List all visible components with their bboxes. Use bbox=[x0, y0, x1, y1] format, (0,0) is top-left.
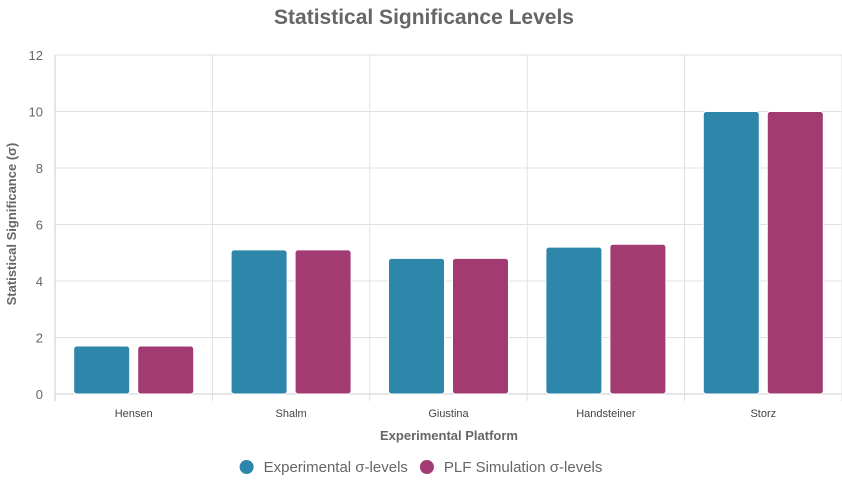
chart-title: Statistical Significance Levels bbox=[274, 6, 574, 29]
grid bbox=[54, 54, 842, 401]
y-tick-label: 8 bbox=[36, 161, 43, 176]
y-axis-ticks: 0 2 4 6 8 10 12 bbox=[29, 48, 43, 402]
y-tick-label: 0 bbox=[36, 387, 43, 402]
bar-experimental bbox=[702, 111, 760, 395]
bar-plf-simulation bbox=[452, 257, 509, 395]
y-tick-label: 12 bbox=[29, 48, 43, 63]
legend-marker bbox=[419, 460, 434, 474]
bar-plf-simulation bbox=[766, 111, 824, 395]
x-tick-label: Storz bbox=[750, 408, 776, 420]
legend-label: PLF Simulation σ-levels bbox=[444, 459, 602, 476]
y-tick-label: 4 bbox=[36, 274, 43, 289]
legend: Experimental σ-levels PLF Simulation σ-le… bbox=[239, 459, 602, 476]
x-axis-ticks: Hensen Shalm Giustina Handsteiner Storz bbox=[115, 408, 776, 420]
x-tick-label: Giustina bbox=[428, 408, 469, 420]
bar-experimental bbox=[73, 345, 131, 395]
x-tick-label: Hensen bbox=[115, 408, 153, 420]
x-axis-title: Experimental Platform bbox=[380, 428, 518, 443]
x-tick-label: Shalm bbox=[276, 408, 307, 420]
legend-label: Experimental σ-levels bbox=[264, 459, 408, 476]
bar-plf-simulation bbox=[137, 345, 195, 395]
y-tick-label: 6 bbox=[36, 218, 43, 233]
bar-experimental bbox=[545, 246, 603, 395]
legend-marker bbox=[239, 460, 254, 474]
bar-plf-simulation bbox=[294, 249, 352, 395]
y-tick-label: 2 bbox=[36, 331, 43, 346]
bar-experimental bbox=[388, 257, 445, 395]
bar-plf-simulation bbox=[609, 243, 667, 395]
y-tick-label: 10 bbox=[29, 105, 43, 120]
bar-experimental bbox=[230, 249, 288, 395]
x-tick-label: Handsteiner bbox=[576, 408, 636, 420]
y-axis-title: Statistical Significance (σ) bbox=[4, 143, 19, 306]
bars bbox=[73, 111, 824, 395]
